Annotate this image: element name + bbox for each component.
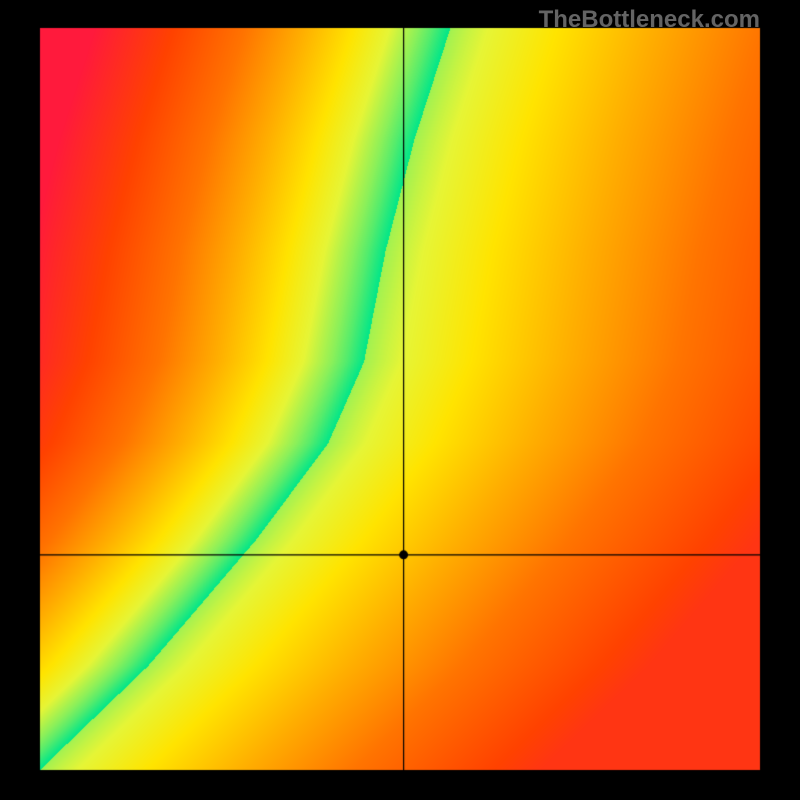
heatmap-canvas bbox=[0, 0, 800, 800]
watermark-text: TheBottleneck.com bbox=[539, 6, 760, 34]
root-container: TheBottleneck.com bbox=[0, 0, 800, 800]
